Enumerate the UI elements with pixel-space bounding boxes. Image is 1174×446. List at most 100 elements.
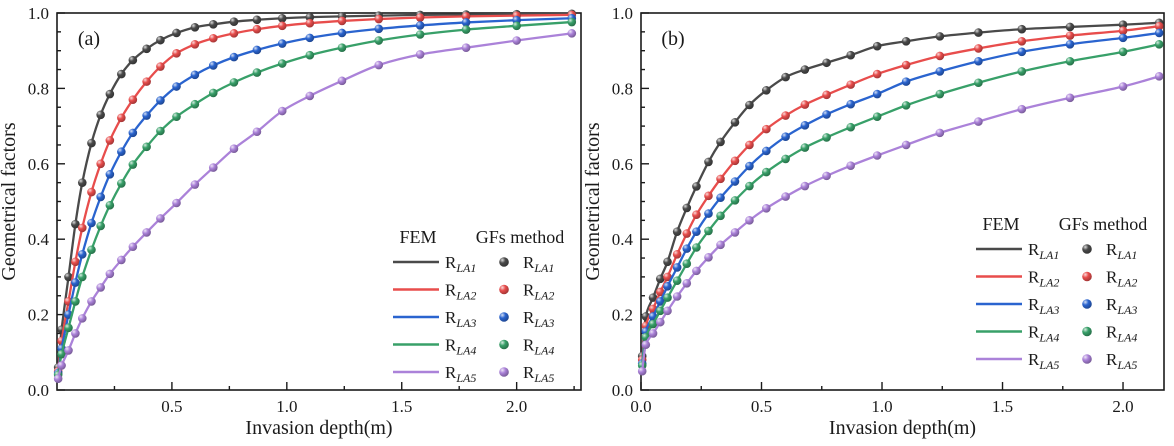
gfs-marker bbox=[1154, 39, 1164, 49]
gfs-marker bbox=[800, 143, 810, 152]
gfs-marker bbox=[1118, 33, 1128, 43]
gfs-markers-R_LA4-b bbox=[637, 39, 1164, 370]
gfs-markers-R_LA3-a bbox=[53, 13, 577, 378]
legend-label-gfs-R_LA1: RLA1 bbox=[1106, 240, 1137, 262]
fem-line-R_LA1-a bbox=[56, 12, 573, 369]
gfs-marker bbox=[682, 203, 692, 213]
gfs-marker bbox=[117, 179, 126, 188]
gfs-marker bbox=[461, 43, 471, 52]
gfs-marker bbox=[704, 226, 713, 236]
gfs-marker bbox=[901, 77, 911, 86]
gfs-marker bbox=[663, 272, 672, 282]
y-tick-label: 0.2 bbox=[28, 306, 49, 325]
gfs-marker bbox=[305, 33, 315, 43]
gfs-marker bbox=[415, 30, 425, 39]
legend-label-fem-R_LA1: RLA1 bbox=[1028, 240, 1059, 262]
gfs-marker bbox=[901, 140, 911, 150]
gfs-marker bbox=[730, 118, 740, 127]
gfs-marker bbox=[762, 85, 771, 95]
gfs-marker bbox=[71, 219, 80, 229]
gfs-marker bbox=[872, 151, 882, 160]
gfs-marker bbox=[682, 279, 692, 288]
legend-marker-swatch-R_LA3 bbox=[1082, 299, 1092, 309]
gfs-marker bbox=[156, 62, 165, 71]
gfs-marker bbox=[901, 101, 911, 110]
gfs-marker bbox=[415, 21, 425, 30]
x-tick-label: 0.0 bbox=[630, 397, 651, 416]
legend-marker-swatch-R_LA4 bbox=[1082, 326, 1092, 337]
gfs-marker bbox=[781, 111, 790, 120]
gfs-marker bbox=[252, 24, 262, 34]
y-axis-title: Geometrical factors bbox=[582, 122, 604, 280]
gfs-marker bbox=[87, 138, 96, 148]
gfs-marker bbox=[96, 283, 105, 292]
y-tick-label: 0.0 bbox=[28, 381, 49, 400]
legend-label-gfs-R_LA5: RLA5 bbox=[523, 363, 554, 385]
legend-marker-swatch-R_LA4 bbox=[499, 339, 509, 350]
gfs-marker bbox=[229, 144, 239, 154]
gfs-marker bbox=[461, 18, 471, 27]
gfs-marker bbox=[1017, 24, 1027, 34]
gfs-marker bbox=[415, 13, 425, 22]
gfs-marker bbox=[1154, 72, 1164, 81]
gfs-marker bbox=[822, 90, 831, 100]
gfs-marker bbox=[716, 240, 725, 250]
fem-line-R_LA2-a bbox=[56, 13, 573, 373]
legend-marker-swatch-R_LA3 bbox=[499, 312, 509, 322]
gfs-marker bbox=[305, 91, 315, 101]
gfs-marker bbox=[935, 32, 945, 41]
legend-label-fem-R_LA4: RLA4 bbox=[1028, 323, 1059, 345]
gfs-marker bbox=[87, 245, 96, 255]
y-tick-label: 1.0 bbox=[28, 4, 49, 23]
x-axis-title: Invasion depth(m) bbox=[829, 417, 976, 439]
gfs-marker bbox=[374, 60, 384, 70]
y-axis-title: Geometrical factors bbox=[0, 122, 20, 280]
gfs-marker bbox=[208, 163, 218, 172]
gfs-marker bbox=[337, 76, 347, 86]
gfs-marker bbox=[172, 28, 181, 38]
gfs-marker bbox=[974, 44, 983, 53]
gfs-marker bbox=[87, 218, 96, 228]
gfs-markers-R_LA4-a bbox=[53, 17, 577, 380]
gfs-marker bbox=[64, 323, 73, 333]
gfs-markers-R_LA2-a bbox=[53, 10, 577, 376]
legend-label-fem-R_LA2: RLA2 bbox=[1028, 268, 1059, 290]
gfs-marker bbox=[567, 29, 577, 38]
gfs-marker bbox=[672, 249, 682, 259]
gfs-marker bbox=[77, 272, 87, 282]
legend-marker-swatch-R_LA5 bbox=[1082, 354, 1092, 364]
y-tick-label: 0.8 bbox=[612, 79, 633, 98]
x-tick-label: 1.5 bbox=[992, 397, 1013, 416]
gfs-marker bbox=[822, 133, 831, 142]
fem-line-R_LA3-a bbox=[56, 17, 573, 375]
legend-header-gfs: GFs method bbox=[476, 227, 565, 247]
y-tick-label: 0.4 bbox=[28, 230, 50, 249]
gfs-marker bbox=[172, 198, 181, 208]
gfs-marker bbox=[77, 223, 87, 233]
gfs-marker bbox=[655, 274, 665, 284]
gfs-marker bbox=[71, 257, 80, 267]
gfs-marker bbox=[800, 121, 810, 130]
gfs-marker bbox=[822, 171, 831, 181]
gfs-marker bbox=[229, 52, 239, 62]
gfs-marker bbox=[781, 192, 790, 201]
gfs-marker bbox=[1065, 22, 1075, 32]
gfs-marker bbox=[77, 249, 87, 259]
gfs-marker bbox=[374, 36, 384, 45]
y-tick-label: 0.6 bbox=[612, 155, 633, 174]
x-tick-label: 1.0 bbox=[276, 397, 297, 416]
legend-label-fem-R_LA4: RLA4 bbox=[445, 336, 476, 358]
legend-label-gfs-R_LA5: RLA5 bbox=[1106, 350, 1137, 372]
legend-label-gfs-R_LA3: RLA3 bbox=[1106, 295, 1137, 317]
gfs-marker bbox=[1017, 47, 1027, 57]
gfs-marker bbox=[277, 106, 287, 116]
gfs-marker bbox=[142, 77, 151, 86]
gfs-marker bbox=[117, 113, 126, 123]
gfs-marker bbox=[704, 157, 713, 167]
gfs-marker bbox=[692, 243, 701, 252]
gfs-marker bbox=[105, 136, 115, 145]
